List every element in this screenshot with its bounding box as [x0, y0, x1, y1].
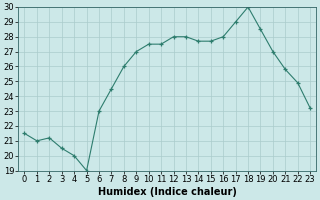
X-axis label: Humidex (Indice chaleur): Humidex (Indice chaleur)	[98, 187, 237, 197]
